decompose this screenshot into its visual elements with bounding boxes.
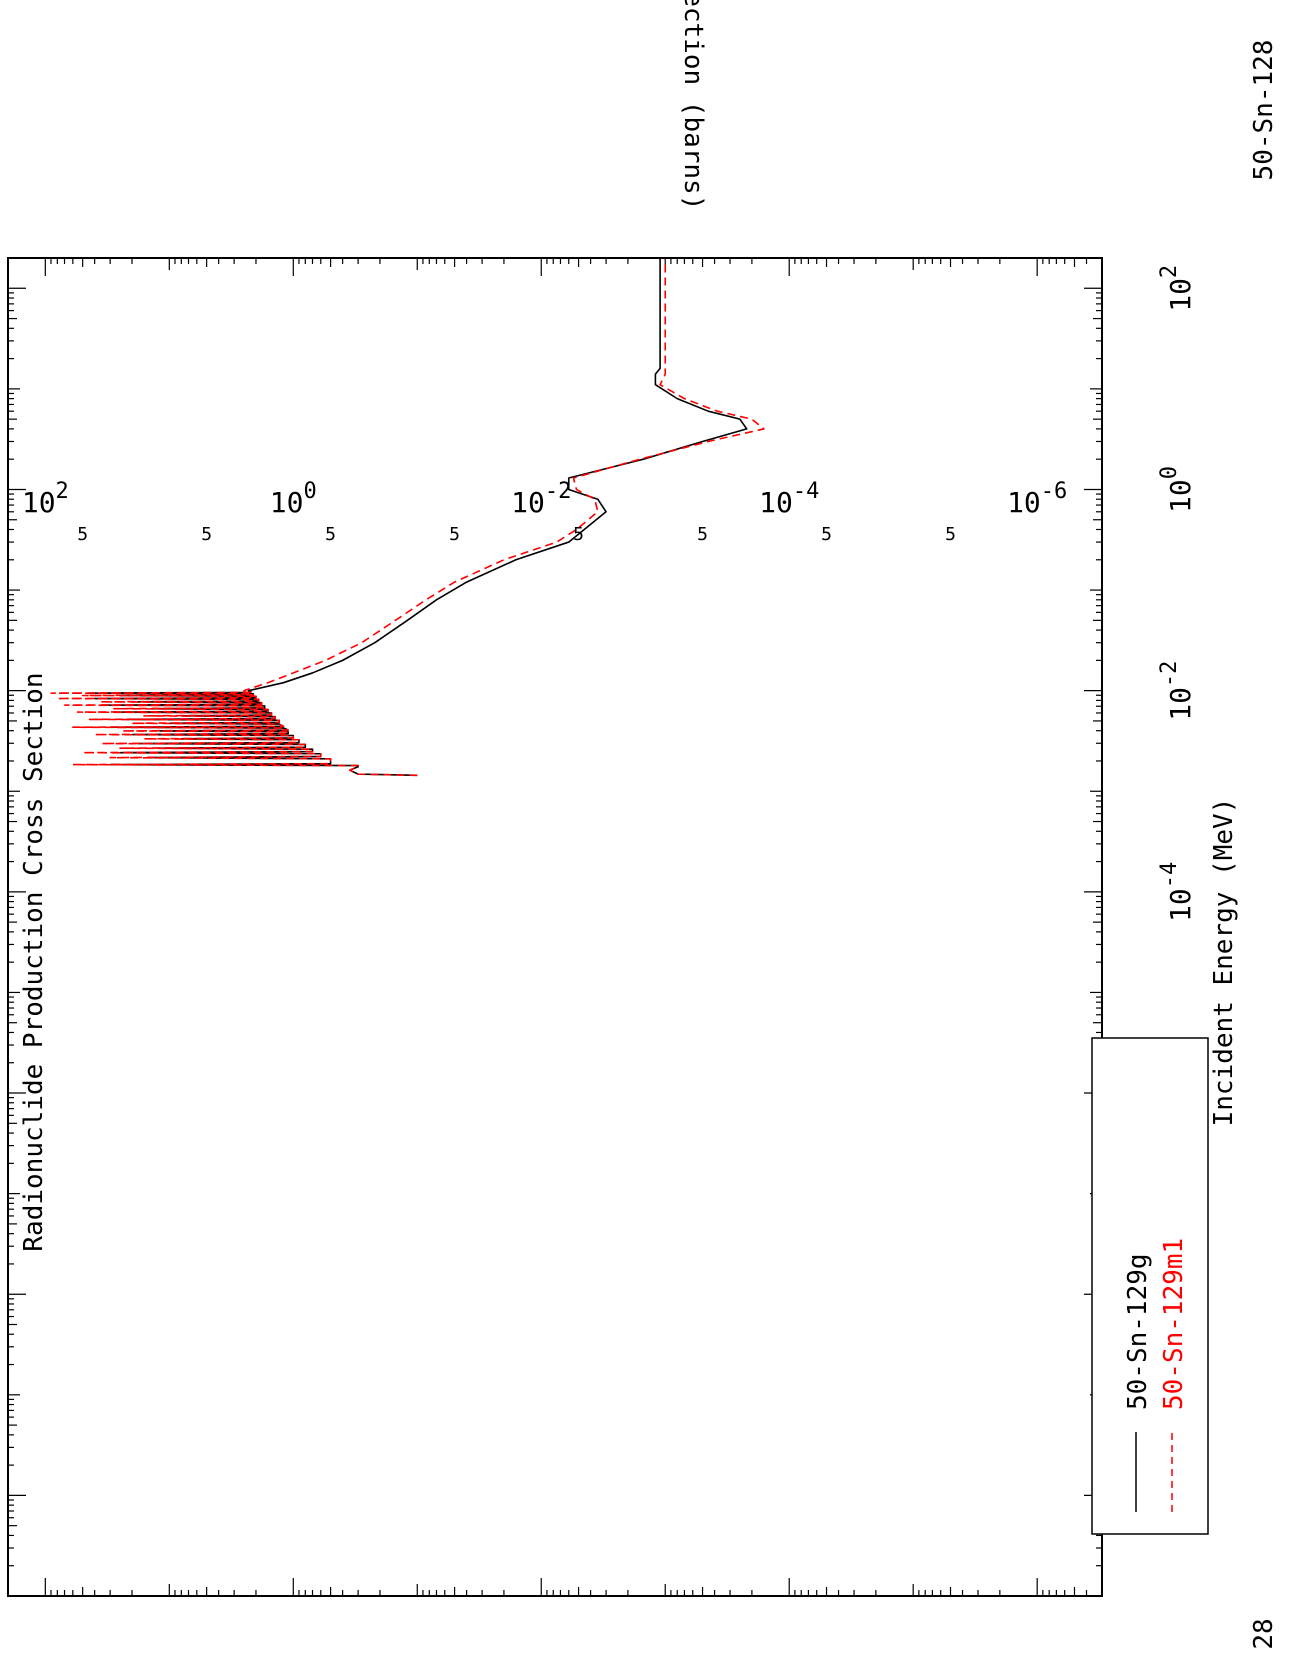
y-minor-label-text: 5	[325, 524, 336, 545]
y-minor-label: 5	[325, 524, 336, 545]
y-minor-label-text: 5	[77, 524, 88, 545]
y-tick-label-text: 10-2	[511, 479, 571, 519]
y-minor-label-text: 5	[201, 524, 212, 545]
y-minor-label-text: 5	[945, 524, 956, 545]
y-minor-label: 5	[201, 524, 212, 545]
y-minor-label: 5	[821, 524, 832, 545]
target-nuclide-label: 50-Sn-128	[1249, 40, 1279, 181]
y-tick-label: 100	[270, 479, 317, 519]
y-minor-label-text: 5	[449, 524, 460, 545]
plot-frame	[7, 257, 1103, 1597]
y-axis-label: Cross Section (barns)	[678, 0, 708, 210]
y-minor-label-text: 5	[573, 524, 584, 545]
y-tick-label: 10-2	[511, 479, 571, 519]
chart-title: Radionuclide Production Cross Section	[19, 672, 49, 1251]
y-minor-label: 5	[945, 524, 956, 545]
corner-label: 28	[1249, 1618, 1279, 1649]
y-minor-label-text: 5	[821, 524, 832, 545]
x-tick-label: 10-2	[1157, 661, 1197, 721]
y-tick-label: 10-6	[1007, 479, 1067, 519]
y-minor-label: 5	[77, 524, 88, 545]
legend-box	[1091, 1037, 1209, 1535]
y-minor-label: 5	[697, 524, 708, 545]
x-axis-label: Incident Energy (MeV)	[1209, 798, 1239, 1127]
legend-label-sn129g: 50-Sn-129g	[1123, 1253, 1153, 1410]
y-tick-label: 10-4	[759, 479, 819, 519]
y-tick-label-text: 10-4	[759, 479, 819, 519]
legend-label-sn129m1: 50-Sn-129m1	[1159, 1238, 1189, 1410]
series-line-sn129m1	[50, 258, 765, 777]
y-minor-label-text: 5	[697, 524, 708, 545]
legend: 50-Sn-129g 50-Sn-129m1	[1091, 1037, 1209, 1535]
y-minor-label: 5	[449, 524, 460, 545]
y-minor-label: 5	[573, 524, 584, 545]
y-tick-label-text: 100	[270, 479, 317, 519]
y-tick-label-text: 102	[22, 479, 69, 519]
x-tick-label: 100	[1157, 466, 1197, 513]
y-tick-label: 102	[22, 479, 69, 519]
y-tick-label-text: 10-6	[1007, 479, 1067, 519]
series-layer	[50, 258, 765, 777]
x-tick-label: 102	[1157, 265, 1197, 312]
x-tick-label: 10-4	[1157, 862, 1197, 922]
